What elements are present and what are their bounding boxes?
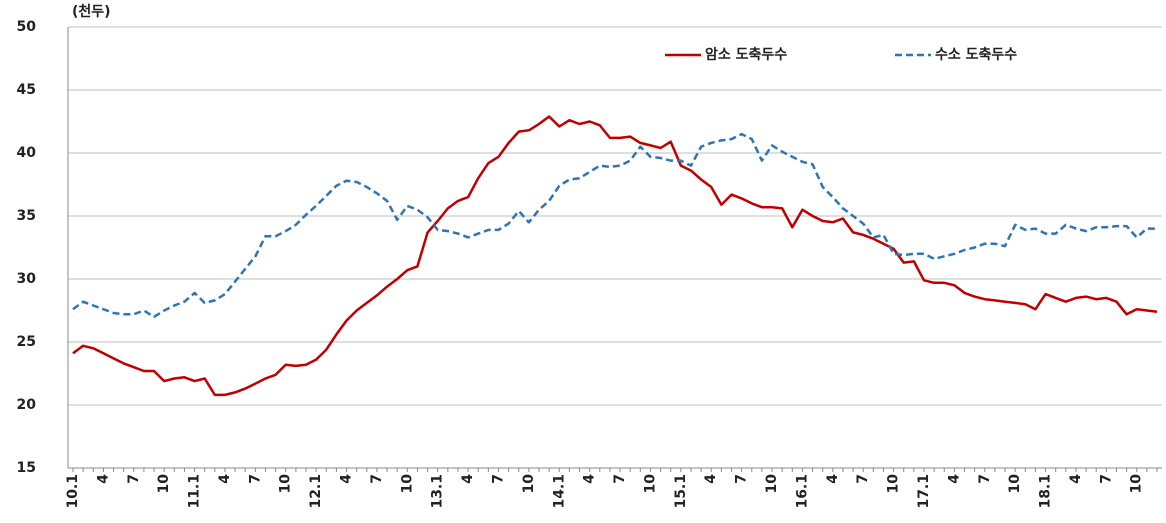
- x-tick-label: 7: [855, 474, 871, 484]
- y-tick-label: 50: [17, 19, 37, 35]
- y-tick-label: 35: [17, 208, 36, 224]
- x-tick-label: 7: [1098, 474, 1114, 484]
- series-line: [72, 115, 1158, 397]
- x-tick-label: 17.1: [916, 474, 932, 509]
- x-tick-label: 4: [460, 474, 476, 484]
- x-tick-label: 14.1: [551, 474, 567, 509]
- legend-label: 수소 도축두수: [935, 47, 1017, 63]
- x-tick-label: 4: [339, 474, 355, 484]
- y-tick-label: 30: [17, 271, 37, 287]
- y-tick-label: 40: [17, 145, 37, 161]
- legend-label: 암소 도축두수: [705, 46, 787, 63]
- x-tick-label: 10: [764, 474, 780, 494]
- x-tick-label: 18.1: [1038, 474, 1054, 509]
- unit-label: (천두): [72, 4, 111, 20]
- x-tick-label: 7: [126, 474, 142, 484]
- x-tick-label: 10: [886, 474, 902, 494]
- x-tick-label: 4: [703, 474, 719, 484]
- y-tick-label: 15: [17, 460, 36, 476]
- x-tick-label: 12.1: [308, 474, 324, 509]
- x-tick-label: 11.1: [187, 474, 203, 509]
- series-line: [72, 132, 1157, 319]
- x-tick-label: 10: [399, 474, 415, 494]
- x-tick-label: 4: [217, 474, 233, 484]
- x-tick-label: 10: [642, 474, 658, 494]
- x-tick-label: 7: [977, 474, 993, 484]
- x-tick-label: 13.1: [430, 474, 446, 509]
- x-tick-label: 4: [825, 474, 841, 484]
- x-tick-label: 4: [582, 474, 598, 484]
- x-tick-label: 10: [1007, 474, 1023, 494]
- x-tick-label: 10: [278, 474, 294, 494]
- x-tick-label: 7: [369, 474, 385, 484]
- x-tick-label: 4: [946, 474, 962, 484]
- x-tick-label: 4: [95, 474, 111, 484]
- x-tick-label: 4: [1068, 474, 1084, 484]
- x-tick-label: 7: [734, 474, 750, 484]
- x-tick-label: 10: [156, 474, 172, 494]
- x-tick-label: 15.1: [673, 474, 689, 509]
- x-tick-label: 7: [612, 474, 628, 484]
- x-tick-label: 16.1: [794, 474, 810, 509]
- x-tick-label: 10: [521, 474, 537, 494]
- x-tick-label: 7: [247, 474, 263, 484]
- x-tick-label: 10: [1129, 474, 1145, 494]
- y-tick-label: 25: [17, 334, 36, 350]
- y-tick-label: 20: [17, 397, 37, 413]
- x-tick-label: 10.1: [65, 474, 81, 509]
- x-tick-label: 7: [490, 474, 506, 484]
- y-tick-label: 45: [17, 82, 36, 98]
